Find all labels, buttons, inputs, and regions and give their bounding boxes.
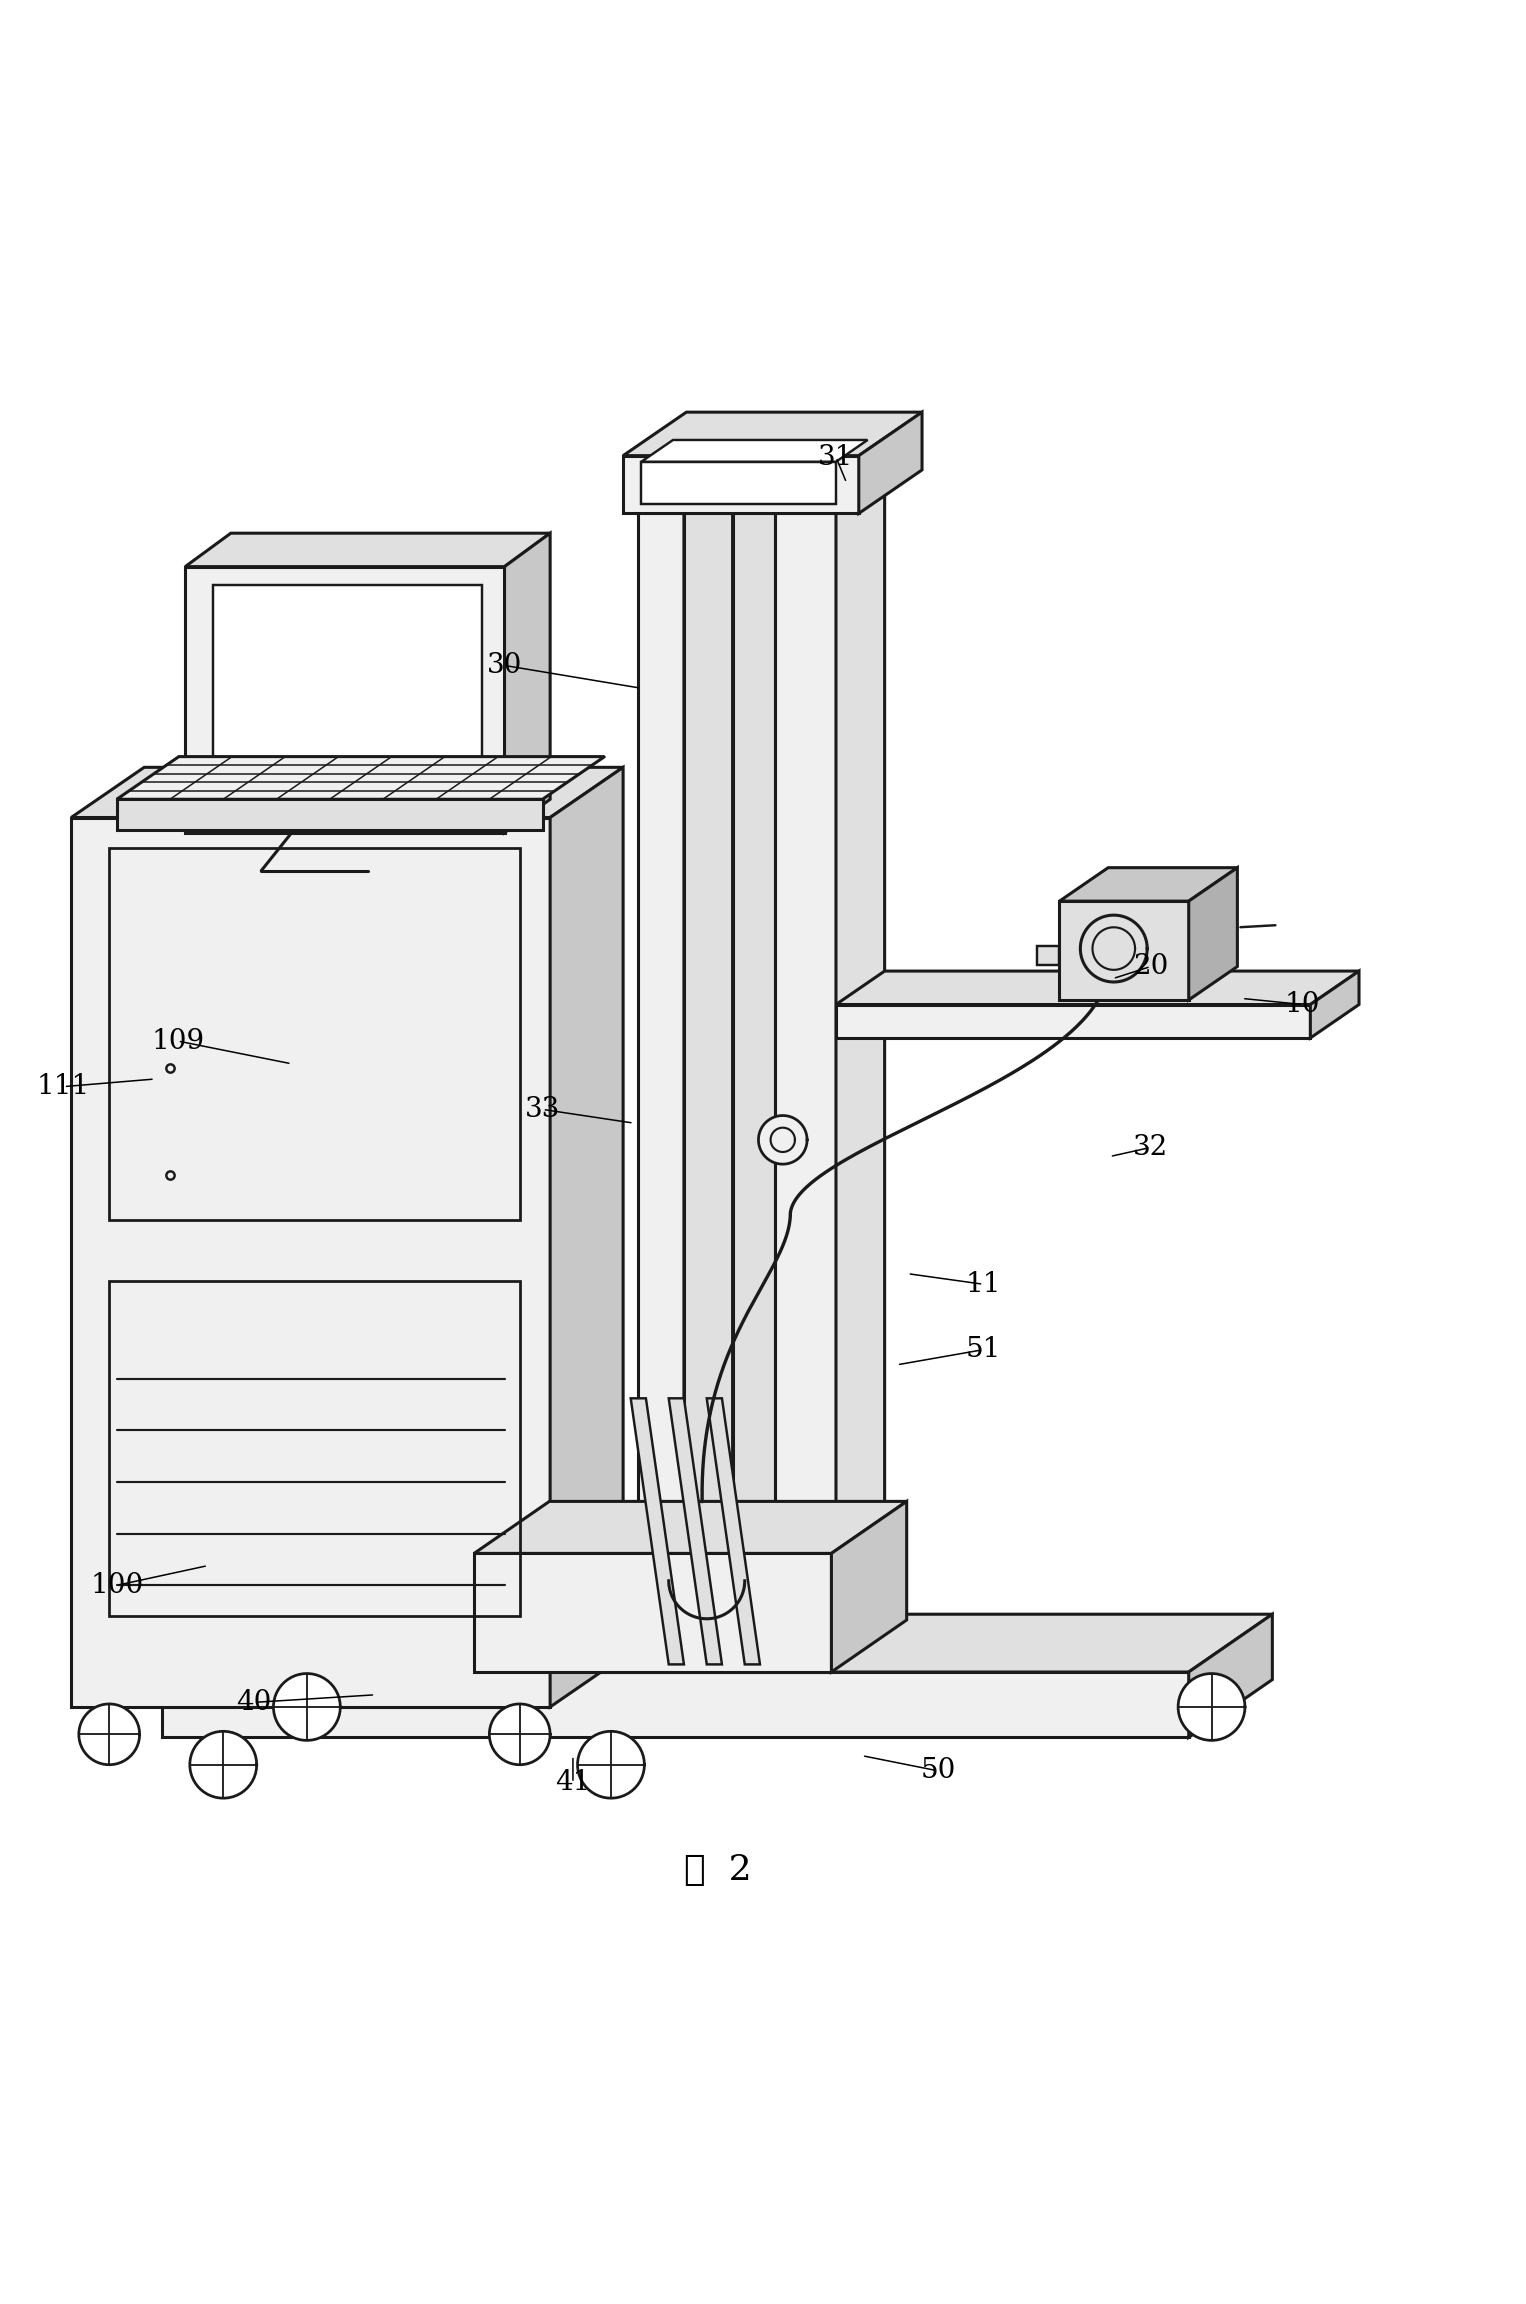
Polygon shape: [638, 479, 732, 514]
Text: 30: 30: [487, 652, 522, 680]
Text: 图  2: 图 2: [684, 1852, 751, 1887]
Polygon shape: [684, 479, 732, 1721]
Polygon shape: [758, 1115, 807, 1164]
Polygon shape: [775, 514, 836, 1721]
Polygon shape: [79, 1705, 139, 1765]
Polygon shape: [1036, 945, 1059, 965]
Polygon shape: [189, 1730, 256, 1797]
Text: 31: 31: [818, 445, 853, 470]
Polygon shape: [832, 1502, 906, 1673]
Polygon shape: [1189, 1615, 1273, 1737]
Text: 11: 11: [966, 1272, 1001, 1297]
Polygon shape: [775, 479, 885, 514]
Polygon shape: [668, 1399, 722, 1663]
Text: 33: 33: [525, 1097, 560, 1122]
Polygon shape: [72, 767, 623, 818]
Polygon shape: [490, 1705, 551, 1765]
Text: 40: 40: [237, 1689, 272, 1716]
Polygon shape: [505, 532, 551, 832]
Polygon shape: [623, 412, 922, 456]
Polygon shape: [212, 585, 482, 806]
Polygon shape: [1311, 970, 1360, 1039]
Text: 10: 10: [1285, 991, 1320, 1018]
Polygon shape: [475, 1553, 832, 1673]
Polygon shape: [162, 1615, 1273, 1673]
Text: 109: 109: [151, 1028, 204, 1055]
Polygon shape: [1059, 869, 1238, 901]
Text: 50: 50: [920, 1758, 955, 1783]
Polygon shape: [1189, 869, 1238, 1000]
Polygon shape: [641, 461, 836, 505]
Polygon shape: [641, 440, 868, 461]
Polygon shape: [707, 1399, 760, 1663]
Text: 111: 111: [37, 1074, 90, 1099]
Text: 20: 20: [1132, 954, 1169, 979]
Polygon shape: [638, 514, 684, 1721]
Polygon shape: [185, 567, 505, 832]
Polygon shape: [836, 970, 1360, 1005]
Polygon shape: [630, 1399, 684, 1663]
Polygon shape: [1178, 1673, 1245, 1740]
Polygon shape: [836, 479, 885, 1721]
Text: 51: 51: [966, 1336, 1001, 1364]
Text: 41: 41: [555, 1769, 591, 1797]
Text: 100: 100: [90, 1571, 143, 1599]
Polygon shape: [273, 1673, 340, 1740]
Polygon shape: [118, 756, 604, 799]
Polygon shape: [859, 412, 922, 514]
Polygon shape: [118, 799, 543, 829]
Polygon shape: [72, 818, 551, 1707]
Text: 32: 32: [1134, 1134, 1169, 1161]
Polygon shape: [551, 767, 623, 1707]
Polygon shape: [162, 1673, 1189, 1737]
Polygon shape: [623, 456, 859, 514]
Polygon shape: [836, 1005, 1311, 1039]
Polygon shape: [475, 1502, 906, 1553]
Polygon shape: [1059, 901, 1189, 1000]
Polygon shape: [577, 1730, 644, 1797]
Polygon shape: [732, 479, 824, 1689]
Polygon shape: [185, 532, 551, 567]
